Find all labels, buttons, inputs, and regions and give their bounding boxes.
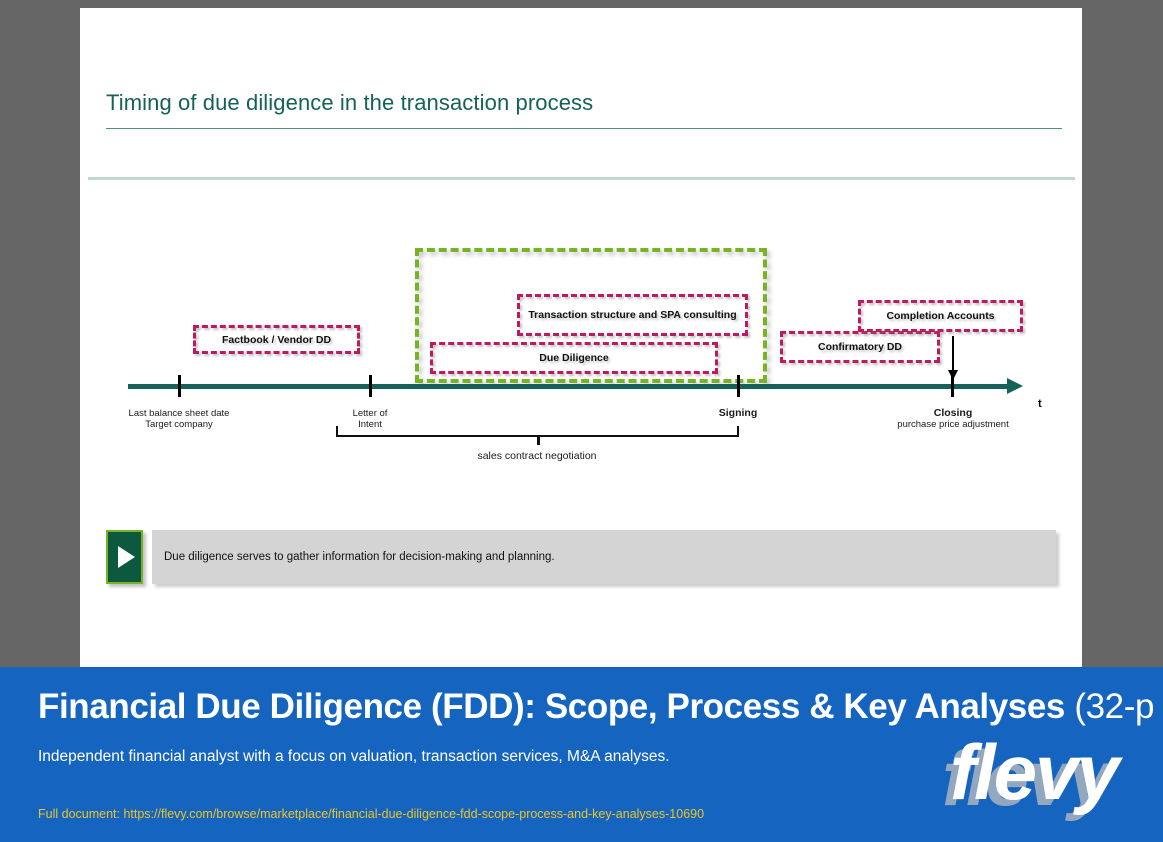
timeline-tick (737, 375, 740, 397)
diagram-box-confirmatory-dd: Confirmatory DD (780, 331, 940, 363)
diagram-box-factbook-vendor-dd: Factbook / Vendor DD (193, 325, 360, 354)
milestone-label-last-balance-sheet-date: Last balance sheet date Target company (99, 408, 259, 430)
milestone-main-text: Last balance sheet date (128, 408, 230, 419)
diagram-group-box-green (415, 248, 767, 383)
milestone-label-signing: Signing (678, 408, 798, 419)
callout-body: Due diligence serves to gather informati… (152, 530, 1056, 584)
diagram-box-label: Completion Accounts (886, 310, 995, 322)
timeline-tick (369, 375, 372, 397)
title-underline-divider (106, 128, 1062, 129)
play-triangle-icon (117, 546, 135, 568)
document-title: Financial Due Diligence (FDD): Scope, Pr… (38, 687, 1154, 727)
document-description: Independent financial analyst with a foc… (38, 748, 670, 765)
bracket-left-stub (336, 426, 338, 436)
document-page-count: (32-p (1074, 687, 1155, 726)
header-divider (88, 177, 1075, 180)
flevy-logo[interactable]: flevy (950, 728, 1120, 816)
diagram-box-label: Transaction structure and SPA consulting (528, 309, 737, 321)
timeline-tick (178, 375, 181, 397)
timeline-axis-arrow-icon (1007, 378, 1023, 394)
callout-text: Due diligence serves to gather informati… (164, 551, 555, 563)
bracket-right-stub (737, 426, 739, 436)
diagram-box-label: Factbook / Vendor DD (221, 333, 332, 346)
milestone-sub-text: Intent (358, 419, 382, 430)
slide-canvas: Timing of due diligence in the transacti… (80, 8, 1082, 667)
document-title-main: Financial Due Diligence (FDD): Scope, Pr… (38, 687, 1075, 726)
bracket-center-tick (537, 435, 540, 445)
down-arrow-shaft (952, 336, 954, 374)
timeline-axis-label: t (1038, 398, 1042, 410)
milestone-main-text: Signing (718, 407, 758, 419)
document-url-link[interactable]: Full document: https://flevy.com/browse/… (38, 807, 705, 821)
milestone-label-closing: Closing purchase price adjustment (863, 407, 1043, 431)
milestone-main-text: Letter of (352, 408, 388, 419)
diagram-box-due-diligence: Due Diligence (430, 342, 718, 374)
callout-note: Due diligence serves to gather informati… (106, 530, 1056, 588)
milestone-sub-text: Target company (145, 419, 213, 430)
bracket-label-sales-contract-negotiation: sales contract negotiation (477, 450, 597, 462)
diagram-box-transaction-structure-spa: Transaction structure and SPA consulting (517, 294, 748, 336)
milestone-main-text: Closing (933, 407, 973, 419)
flevy-footer-banner: Financial Due Diligence (FDD): Scope, Pr… (0, 667, 1163, 842)
timeline-axis-line (128, 384, 1008, 389)
timeline-diagram: Factbook / Vendor DD Transaction structu… (80, 8, 1082, 667)
page-title: Timing of due diligence in the transacti… (106, 90, 594, 115)
diagram-box-label: Confirmatory DD (817, 341, 902, 353)
diagram-box-label: Due Diligence (539, 352, 609, 364)
timeline-tick (951, 375, 954, 397)
diagram-box-completion-accounts: Completion Accounts (858, 300, 1023, 332)
milestone-label-letter-of-intent: Letter of Intent (310, 408, 430, 430)
callout-marker (106, 530, 143, 584)
milestone-sub-text: purchase price adjustment (897, 419, 1009, 430)
